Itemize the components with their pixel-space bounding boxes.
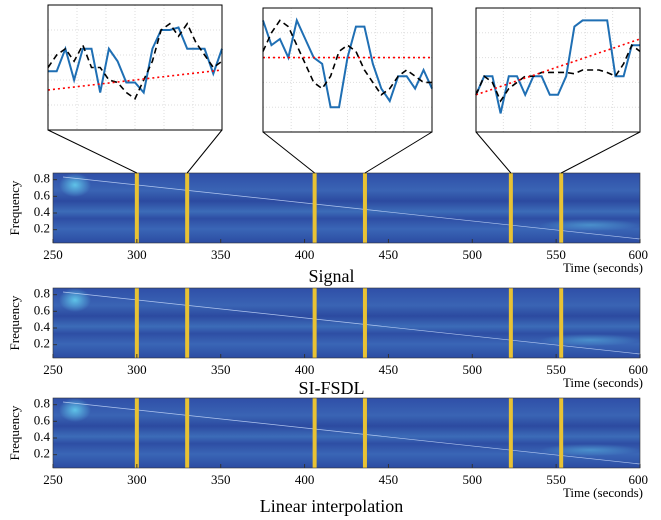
x-tick-label: 300 [127, 247, 147, 262]
zoom-connector [262, 131, 315, 174]
y-tick-label: 0.8 [34, 396, 50, 411]
spectrogram [53, 398, 640, 468]
data-line [47, 69, 223, 91]
gap-marker [185, 288, 190, 358]
x-tick-label: 250 [43, 362, 63, 377]
chirp-trace [62, 401, 641, 465]
inset-frame [47, 4, 223, 131]
zoom-connector [560, 131, 641, 174]
gap-marker [508, 398, 513, 468]
spectrogram [53, 173, 640, 243]
x-axis-label: Time (seconds) [563, 260, 643, 275]
gap-marker [134, 288, 139, 358]
gap-marker [362, 173, 367, 243]
gap-marker [508, 288, 513, 358]
panel-title: SI-FSDL [298, 378, 364, 398]
x-tick-label: 600 [629, 472, 649, 487]
inset-background [263, 8, 432, 132]
x-tick-label: 450 [379, 247, 399, 262]
x-tick-label: 450 [379, 362, 399, 377]
gap-marker [312, 398, 317, 468]
zoom-connector [364, 131, 433, 174]
data-line [47, 22, 223, 100]
y-tick-label: 0.2 [34, 446, 50, 461]
gap-marker [312, 288, 317, 358]
gap-marker [134, 173, 139, 243]
gap-marker [559, 173, 564, 243]
gap-marker [312, 173, 317, 243]
inset-frame [475, 7, 641, 133]
y-tick-label: 0.6 [34, 187, 51, 202]
y-tick-label: 0.8 [34, 171, 50, 186]
plot-frame [52, 397, 641, 469]
gap-marker [185, 173, 190, 243]
data-line [262, 19, 432, 96]
y-tick-label: 0.4 [34, 319, 51, 334]
x-axis-label: Time (seconds) [563, 375, 643, 390]
panel-title: Linear interpolation [260, 496, 403, 516]
x-tick-label: 300 [127, 362, 147, 377]
y-tick-label: 0.6 [34, 412, 51, 427]
x-tick-label: 250 [43, 247, 63, 262]
gap-marker [362, 398, 367, 468]
y-tick-label: 0.2 [34, 336, 50, 351]
x-tick-label: 450 [379, 472, 399, 487]
y-tick-label: 0.4 [34, 204, 51, 219]
panel-title: Signal [308, 266, 354, 286]
zoom-connector [47, 129, 138, 174]
spectrogram-highlight [540, 334, 640, 346]
data-line [475, 19, 640, 114]
spectrogram-highlight [59, 173, 91, 197]
gap-marker [362, 288, 367, 358]
x-tick-label: 600 [629, 247, 649, 262]
x-axis-label: Time (seconds) [563, 485, 643, 500]
spectrogram-highlight [540, 219, 640, 231]
spectrogram [53, 288, 640, 358]
zoom-connector [475, 131, 512, 174]
x-tick-label: 400 [295, 247, 315, 262]
gap-marker [134, 398, 139, 468]
y-tick-label: 0.6 [34, 302, 51, 317]
y-axis-label: Frequency [7, 180, 22, 235]
data-line [475, 43, 641, 103]
plot-frame [52, 172, 641, 244]
x-tick-label: 600 [629, 362, 649, 377]
x-tick-label: 350 [211, 362, 231, 377]
x-tick-label: 400 [295, 472, 315, 487]
x-tick-label: 350 [211, 472, 231, 487]
x-tick-label: 550 [546, 472, 566, 487]
gap-marker [559, 288, 564, 358]
chirp-trace [62, 291, 641, 355]
gap-marker [508, 173, 513, 243]
spectrogram-highlight [540, 444, 640, 456]
inset-background [476, 8, 640, 132]
gap-marker [185, 398, 190, 468]
y-axis-label: Frequency [7, 295, 22, 350]
x-tick-label: 350 [211, 247, 231, 262]
y-tick-label: 0.4 [34, 429, 51, 444]
plot-frame [52, 287, 641, 359]
y-tick-label: 0.8 [34, 286, 50, 301]
x-tick-label: 250 [43, 472, 63, 487]
spectrogram-highlight [59, 398, 91, 422]
data-line [48, 26, 223, 95]
x-tick-label: 400 [295, 362, 315, 377]
x-tick-label: 500 [463, 472, 483, 487]
data-line [262, 17, 433, 109]
inset-frame [262, 7, 433, 133]
y-tick-label: 0.2 [34, 221, 50, 236]
x-tick-label: 500 [463, 247, 483, 262]
x-tick-label: 500 [463, 362, 483, 377]
x-tick-label: 550 [546, 247, 566, 262]
zoom-connector [186, 129, 223, 174]
x-tick-label: 300 [127, 472, 147, 487]
spectrogram-highlight [59, 288, 91, 312]
y-axis-label: Frequency [7, 405, 22, 460]
data-line [475, 38, 641, 96]
chirp-trace [62, 176, 641, 240]
gap-marker [559, 398, 564, 468]
x-tick-label: 550 [546, 362, 566, 377]
